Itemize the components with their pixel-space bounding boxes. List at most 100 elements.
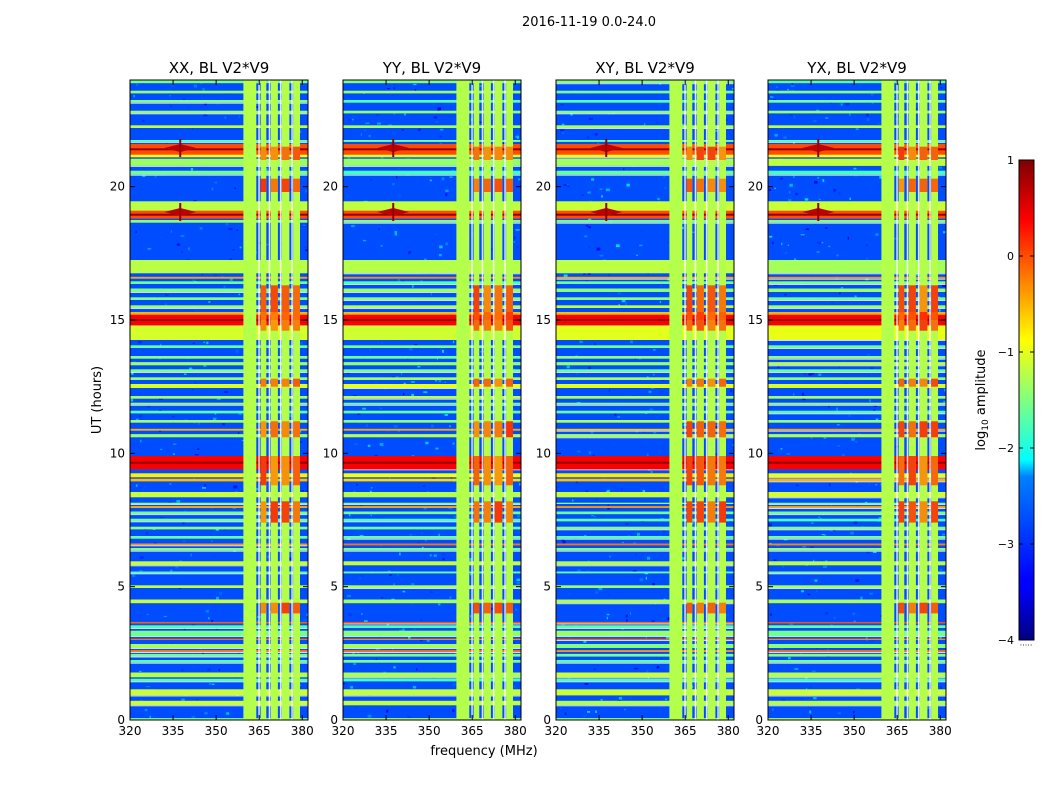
noise-cell xyxy=(646,453,649,456)
time-band xyxy=(556,625,734,628)
noise-cell xyxy=(587,570,589,572)
noise-cell xyxy=(814,180,818,184)
band-edge xyxy=(556,529,734,531)
x-tick-label: 335 xyxy=(588,724,611,738)
noise-cell xyxy=(584,190,588,193)
noise-cell xyxy=(305,342,308,346)
noise-cell xyxy=(394,233,398,236)
noise-cell xyxy=(409,348,413,351)
noise-cell xyxy=(468,431,472,435)
noise-cell xyxy=(289,538,293,541)
time-band xyxy=(343,585,521,588)
noise-cell xyxy=(663,530,665,533)
noise-cell xyxy=(632,570,637,573)
channel-patch xyxy=(293,378,300,387)
noise-cell xyxy=(444,381,446,383)
noise-cell xyxy=(353,490,356,493)
time-band xyxy=(343,511,521,515)
noise-cell xyxy=(213,554,216,558)
channel-patch xyxy=(931,602,938,614)
noise-cell xyxy=(851,437,855,441)
time-band xyxy=(556,621,734,624)
noise-cell xyxy=(423,391,428,394)
noise-cell xyxy=(202,486,206,489)
noise-cell xyxy=(571,380,573,383)
noise-cell xyxy=(145,531,149,535)
band-edge xyxy=(768,413,946,415)
channel-patch xyxy=(293,312,300,331)
noise-cell xyxy=(659,300,662,304)
time-band xyxy=(556,428,734,431)
noise-cell xyxy=(853,521,858,525)
channel-patch xyxy=(506,378,513,387)
time-band xyxy=(130,718,308,720)
noise-cell xyxy=(236,229,238,231)
noise-cell xyxy=(435,121,439,123)
time-band xyxy=(768,630,946,636)
noise-cell xyxy=(663,176,665,178)
noise-cell xyxy=(396,573,400,576)
time-band xyxy=(130,502,308,504)
channel-patch xyxy=(898,146,905,160)
noise-cell xyxy=(218,669,221,672)
noise-cell xyxy=(176,500,181,503)
noise-cell xyxy=(417,366,421,368)
noise-cell xyxy=(560,129,565,132)
noise-cell xyxy=(191,716,196,718)
channel-patch xyxy=(686,285,693,320)
noise-cell xyxy=(800,231,804,233)
noise-cell xyxy=(647,556,651,560)
time-band xyxy=(130,644,308,648)
noise-cell xyxy=(847,236,849,240)
channel-patch xyxy=(686,456,693,486)
noise-cell xyxy=(299,130,302,133)
band-edge xyxy=(130,545,308,547)
time-band xyxy=(768,561,946,566)
noise-cell xyxy=(802,546,806,548)
time-band xyxy=(768,478,946,482)
noise-cell xyxy=(170,230,172,233)
noise-cell xyxy=(605,188,610,192)
noise-cell xyxy=(659,658,662,660)
noise-cell xyxy=(359,577,361,580)
channel-patch xyxy=(719,178,726,192)
noise-cell xyxy=(645,576,647,580)
noise-cell xyxy=(795,484,799,487)
channel-gap xyxy=(684,80,686,720)
noise-cell xyxy=(431,424,434,428)
noise-cell xyxy=(599,188,603,190)
colorbar-label-subscript: 10 xyxy=(981,419,991,431)
noise-cell xyxy=(433,108,435,111)
channel-patch xyxy=(908,501,916,523)
noise-cell xyxy=(725,382,727,386)
noise-cell xyxy=(401,129,405,131)
band-edge xyxy=(130,113,308,115)
noise-cell xyxy=(893,237,897,240)
colorbar-tick-label: −3 xyxy=(998,538,1014,551)
noise-cell xyxy=(396,175,398,179)
noise-cell xyxy=(414,89,417,92)
channel-gap xyxy=(279,80,282,720)
time-band xyxy=(556,281,734,284)
noise-cell xyxy=(213,273,217,277)
noise-cell xyxy=(190,168,194,171)
band-edge xyxy=(343,504,521,505)
noise-cell xyxy=(561,539,565,541)
noise-cell xyxy=(840,103,843,106)
rfi-core xyxy=(130,213,308,216)
time-band xyxy=(130,506,308,508)
noise-cell xyxy=(793,393,795,396)
noise-cell xyxy=(412,285,414,288)
time-band xyxy=(130,90,308,94)
channel-patch xyxy=(293,456,300,486)
rfi-spike-core xyxy=(392,203,395,221)
noise-cell xyxy=(563,183,567,187)
noise-cell xyxy=(229,278,233,281)
channel-patch xyxy=(686,501,693,523)
time-band xyxy=(343,678,521,682)
noise-cell xyxy=(402,590,406,593)
channel-patch xyxy=(919,602,928,614)
channel-patch xyxy=(270,378,278,387)
channel-gap xyxy=(705,80,708,720)
colorbar-ticks: 1 0 −1 −2 −3 −4 xyxy=(998,154,1034,647)
